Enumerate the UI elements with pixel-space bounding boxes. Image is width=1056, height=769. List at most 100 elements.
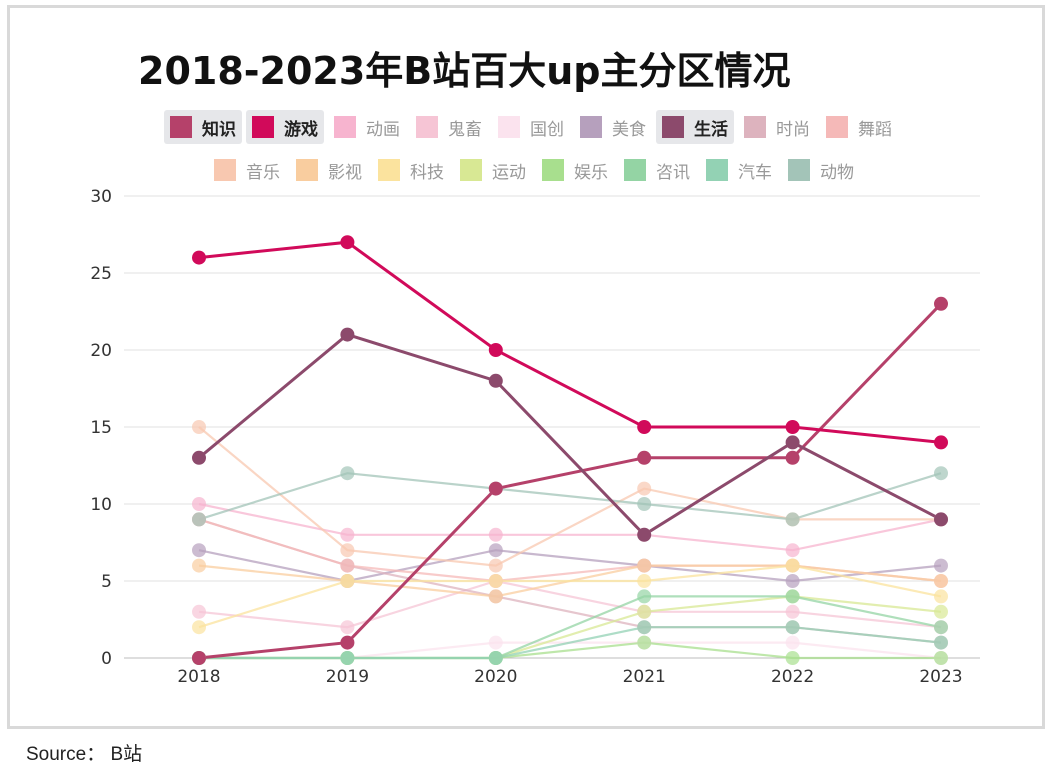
legend-item-时尚[interactable]: 时尚: [738, 110, 816, 144]
data-point-咨讯[interactable]: [637, 589, 652, 604]
data-point-鬼畜[interactable]: [340, 620, 355, 635]
data-point-动物[interactable]: [340, 466, 355, 481]
data-point-娱乐[interactable]: [785, 651, 800, 665]
data-point-动画[interactable]: [340, 527, 355, 542]
y-tick-label: 0: [101, 649, 112, 669]
series-line-动物: [198, 472, 942, 521]
data-point-生活[interactable]: [488, 373, 503, 388]
data-point-生活[interactable]: [340, 327, 355, 342]
data-point-汽车[interactable]: [934, 635, 948, 650]
source-note: Source： B站: [26, 744, 143, 765]
data-point-汽车[interactable]: [785, 620, 800, 635]
legend-item-国创[interactable]: 国创: [492, 110, 570, 144]
data-point-音乐[interactable]: [192, 420, 206, 434]
data-point-动画[interactable]: [488, 527, 503, 542]
data-point-科技[interactable]: [637, 574, 652, 588]
legend-swatch: [460, 159, 482, 181]
legend-item-科技[interactable]: 科技: [372, 153, 450, 187]
data-point-动物[interactable]: [934, 466, 948, 481]
series-line-咨讯: [199, 595, 942, 660]
legend-item-咨讯[interactable]: 咨讯: [618, 153, 696, 187]
legend-item-游戏[interactable]: 游戏: [246, 110, 324, 144]
data-point-娱乐[interactable]: [637, 635, 652, 650]
data-point-生活[interactable]: [785, 435, 800, 450]
data-point-科技[interactable]: [340, 574, 355, 588]
data-point-美食[interactable]: [488, 543, 503, 558]
data-point-动画[interactable]: [785, 543, 800, 558]
legend-item-音乐[interactable]: 音乐: [208, 153, 286, 187]
data-point-音乐[interactable]: [340, 543, 355, 558]
legend-swatch: [170, 116, 192, 138]
legend-item-舞蹈[interactable]: 舞蹈: [820, 110, 898, 144]
data-point-影视[interactable]: [934, 574, 948, 588]
data-point-动画[interactable]: [192, 497, 206, 511]
data-point-汽车[interactable]: [340, 651, 355, 665]
data-point-美食[interactable]: [934, 558, 948, 573]
x-tick-label: 2022: [771, 667, 814, 687]
data-point-游戏[interactable]: [192, 250, 206, 265]
data-point-舞蹈[interactable]: [340, 558, 355, 573]
legend-item-影视[interactable]: 影视: [290, 153, 368, 187]
legend-item-娱乐[interactable]: 娱乐: [536, 153, 614, 187]
data-point-知识[interactable]: [785, 450, 800, 465]
data-point-游戏[interactable]: [785, 420, 800, 434]
data-point-娱乐[interactable]: [934, 651, 948, 665]
legend-swatch: [826, 116, 848, 138]
data-point-运动[interactable]: [934, 604, 948, 619]
data-point-汽车[interactable]: [637, 620, 652, 635]
legend-item-生活[interactable]: 生活: [656, 110, 734, 144]
data-point-科技[interactable]: [785, 558, 800, 573]
legend-label: 鬼畜: [448, 119, 482, 140]
data-point-游戏[interactable]: [488, 343, 503, 357]
data-point-动物[interactable]: [785, 512, 800, 527]
data-point-美食[interactable]: [785, 574, 800, 588]
data-point-音乐[interactable]: [488, 558, 503, 573]
data-point-鬼畜[interactable]: [785, 604, 800, 619]
data-point-知识[interactable]: [192, 651, 206, 665]
data-point-知识[interactable]: [934, 296, 948, 311]
data-point-生活[interactable]: [934, 512, 948, 527]
legend-item-美食[interactable]: 美食: [574, 110, 652, 144]
legend-label: 动画: [366, 119, 400, 140]
data-point-动物[interactable]: [637, 497, 652, 511]
legend-item-鬼畜[interactable]: 鬼畜: [410, 110, 488, 144]
legend-swatch: [334, 116, 356, 138]
data-point-咨讯[interactable]: [785, 589, 800, 604]
legend-swatch: [580, 116, 602, 138]
data-point-知识[interactable]: [488, 481, 503, 496]
data-point-动物[interactable]: [192, 512, 206, 527]
x-tick-label: 2021: [623, 667, 666, 687]
data-point-影视[interactable]: [192, 558, 206, 573]
data-point-影视[interactable]: [488, 589, 503, 604]
legend-swatch: [706, 159, 728, 181]
legend-item-动物[interactable]: 动物: [782, 153, 860, 187]
series-line-舞蹈: [198, 518, 942, 583]
data-point-影视[interactable]: [637, 558, 652, 573]
legend-label: 美食: [612, 119, 646, 140]
legend-item-运动[interactable]: 运动: [454, 153, 532, 187]
data-point-音乐[interactable]: [637, 481, 652, 496]
data-point-生活[interactable]: [637, 527, 652, 542]
series-lines: [198, 240, 943, 660]
data-point-知识[interactable]: [340, 635, 355, 650]
data-point-游戏[interactable]: [340, 235, 355, 250]
legend-item-知识[interactable]: 知识: [164, 110, 242, 144]
legend-swatch: [296, 159, 318, 181]
data-point-运动[interactable]: [637, 604, 652, 619]
data-point-汽车[interactable]: [488, 651, 503, 665]
data-point-科技[interactable]: [934, 589, 948, 604]
data-point-鬼畜[interactable]: [192, 604, 206, 619]
data-point-知识[interactable]: [637, 450, 652, 465]
data-point-国创[interactable]: [785, 635, 800, 650]
data-point-国创[interactable]: [488, 635, 503, 650]
data-point-生活[interactable]: [192, 450, 206, 465]
data-point-咨讯[interactable]: [934, 620, 948, 635]
data-point-科技[interactable]: [192, 620, 206, 635]
data-point-游戏[interactable]: [934, 435, 948, 450]
data-point-游戏[interactable]: [637, 420, 652, 434]
data-point-美食[interactable]: [192, 543, 206, 558]
data-point-科技[interactable]: [488, 574, 503, 588]
legend-item-动画[interactable]: 动画: [328, 110, 406, 144]
legend-item-汽车[interactable]: 汽车: [700, 153, 778, 187]
